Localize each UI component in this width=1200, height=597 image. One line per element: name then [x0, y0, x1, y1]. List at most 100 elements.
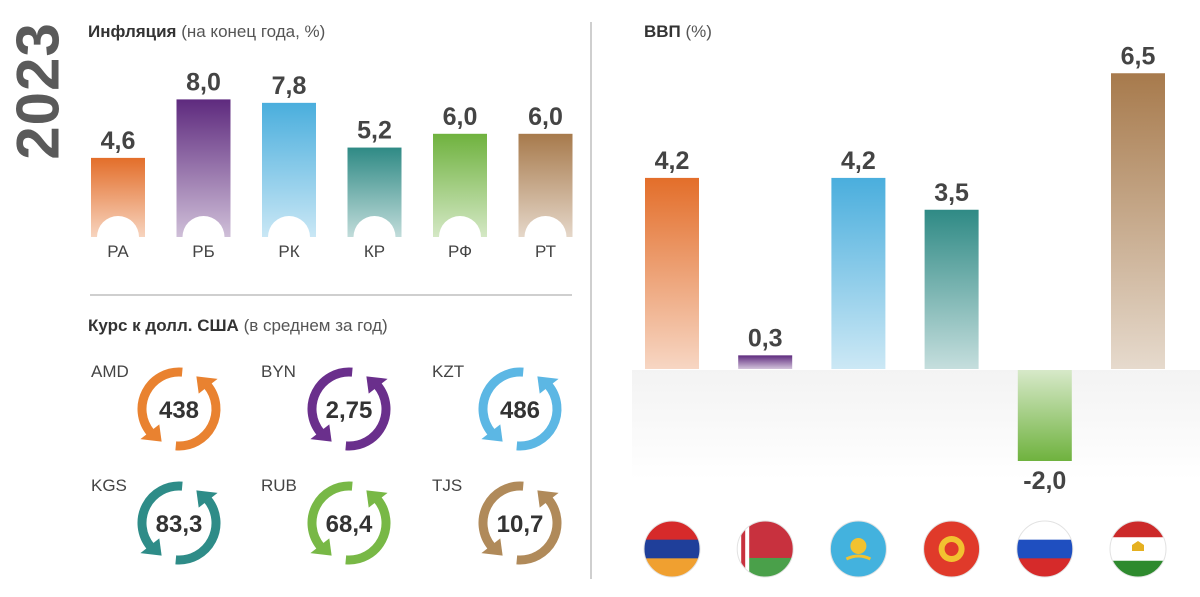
exchange-arrow-head	[481, 424, 503, 442]
inflation-category-label: РФ	[448, 242, 472, 261]
exchange-circle	[490, 493, 550, 553]
exchange-rate-kzt: KZT 486	[432, 362, 562, 451]
inflation-category-label: РБ	[192, 242, 215, 261]
exchange-rate-value: 10,7	[497, 511, 544, 538]
gdp-bar	[645, 177, 699, 369]
inflation-value-label: 5,2	[357, 117, 392, 145]
currency-code: BYN	[261, 362, 296, 381]
inflation-category-label: КР	[364, 242, 385, 261]
gdp-title: ВВП (%)	[644, 22, 712, 41]
exchange-arrow-head	[140, 538, 162, 556]
inflation-category-label: РК	[278, 242, 299, 261]
currency-code: RUB	[261, 476, 297, 495]
exchange-arrow-arc	[137, 367, 183, 436]
gdp-bar	[831, 177, 886, 369]
inflation-value-label: 7,8	[272, 72, 307, 100]
exchange-arrow-head	[196, 490, 218, 508]
flag-crown	[1132, 541, 1144, 551]
gdp-value-label: 3,5	[934, 179, 969, 207]
flag-stripe	[644, 539, 700, 559]
inflation-value-label: 8,0	[186, 68, 221, 96]
flag-stripe	[644, 521, 700, 541]
exchange-circle	[319, 493, 379, 553]
flag-stripe	[1016, 521, 1073, 541]
inflation-value-label: 4,6	[101, 127, 136, 155]
exchange-title: Курс к долл. США (в среднем за год)	[88, 316, 388, 335]
flag-stripe	[644, 558, 700, 577]
exchange-rate-value: 68,4	[326, 511, 373, 538]
gdp-value-label: 4,2	[841, 147, 876, 175]
exchange-arrow-head	[481, 538, 503, 556]
exchange-rate-rub: RUB 68,4	[261, 476, 391, 565]
inflation-category-label: РТ	[535, 242, 556, 261]
inflation-bar-label-notch	[182, 216, 225, 237]
exchange-arrow-arc	[307, 367, 353, 436]
exchange-rate-byn: BYN 2,75	[261, 362, 391, 451]
currency-code: KZT	[432, 362, 464, 381]
exchange-rate-value: 2,75	[326, 397, 373, 424]
flag-stripe	[1016, 539, 1073, 559]
flag-border	[736, 520, 794, 578]
flag-eagle	[845, 554, 872, 561]
gdp-bar	[738, 355, 793, 369]
exchange-arrow-head	[310, 538, 332, 556]
exchange-arrow-head	[537, 490, 559, 508]
exchange-arrow-head	[310, 424, 332, 442]
inflation-bar	[262, 102, 316, 237]
exchange-arrow-arc	[478, 481, 524, 550]
exchange-circle	[149, 493, 209, 553]
exchange-arrow-arc	[307, 481, 353, 550]
exchange-circle	[149, 379, 209, 439]
inflation-bar	[176, 99, 231, 238]
exchange-arrow-arc	[516, 382, 562, 451]
flag-border	[1016, 520, 1074, 578]
inflation-bar-label-notch	[439, 216, 481, 237]
exchange-circle	[490, 379, 550, 439]
inflation-value-label: 6,0	[443, 103, 478, 131]
flag-border	[923, 520, 981, 578]
exchange-arrow-head	[537, 376, 559, 394]
exchange-rate-amd: AMD 438	[91, 362, 221, 451]
gdp-value-label: 0,3	[748, 324, 783, 352]
armenia-flag-icon	[644, 521, 700, 577]
gdp-value-label: 6,5	[1121, 42, 1156, 70]
exchange-arrow-arc	[137, 481, 183, 550]
exchange-rate-value: 438	[159, 397, 199, 424]
exchange-rate-value: 486	[500, 397, 540, 424]
exchange-circle	[319, 379, 379, 439]
gdp-bar	[924, 209, 979, 369]
currency-code: KGS	[91, 476, 127, 495]
exchange-arrow-head	[196, 376, 218, 394]
exchange-arrow-arc	[516, 496, 562, 565]
exchange-arrow-arc	[175, 382, 221, 451]
exchange-rate-kgs: KGS 83,3	[91, 476, 221, 565]
column-divider	[590, 22, 592, 579]
exchange-arrow-head	[366, 376, 388, 394]
inflation-bar-label-notch	[97, 216, 139, 237]
exchange-arrow-arc	[175, 496, 221, 565]
flag-ornament	[741, 521, 746, 577]
inflation-value-label: 6,0	[528, 103, 563, 131]
exchange-rate-tjs: TJS 10,7	[432, 476, 562, 565]
inflation-title: Инфляция (на конец года, %)	[88, 22, 326, 41]
kyrgyzstan-flag-icon	[923, 521, 980, 577]
gdp-bar	[1111, 73, 1165, 369]
exchange-arrow-arc	[345, 382, 391, 451]
currency-code: TJS	[432, 476, 462, 495]
flag-stripe	[737, 557, 794, 577]
flag-stripe	[1016, 558, 1073, 577]
section-divider	[90, 294, 572, 296]
gdp-value-label: 4,2	[655, 147, 690, 175]
currency-code: AMD	[91, 362, 129, 381]
inflation-bar-label-notch	[268, 216, 310, 237]
exchange-rate-value: 83,3	[156, 511, 203, 538]
kazakhstan-flag-icon	[830, 521, 887, 577]
gdp-value-label: -2,0	[1023, 467, 1066, 495]
inflation-category-label: РА	[107, 242, 129, 261]
russia-flag-icon	[1016, 521, 1073, 577]
gdp-bar	[1017, 370, 1072, 461]
flag-border	[829, 520, 887, 578]
gdp-negative-zone	[632, 370, 1200, 480]
flag-tunduk	[944, 542, 959, 556]
